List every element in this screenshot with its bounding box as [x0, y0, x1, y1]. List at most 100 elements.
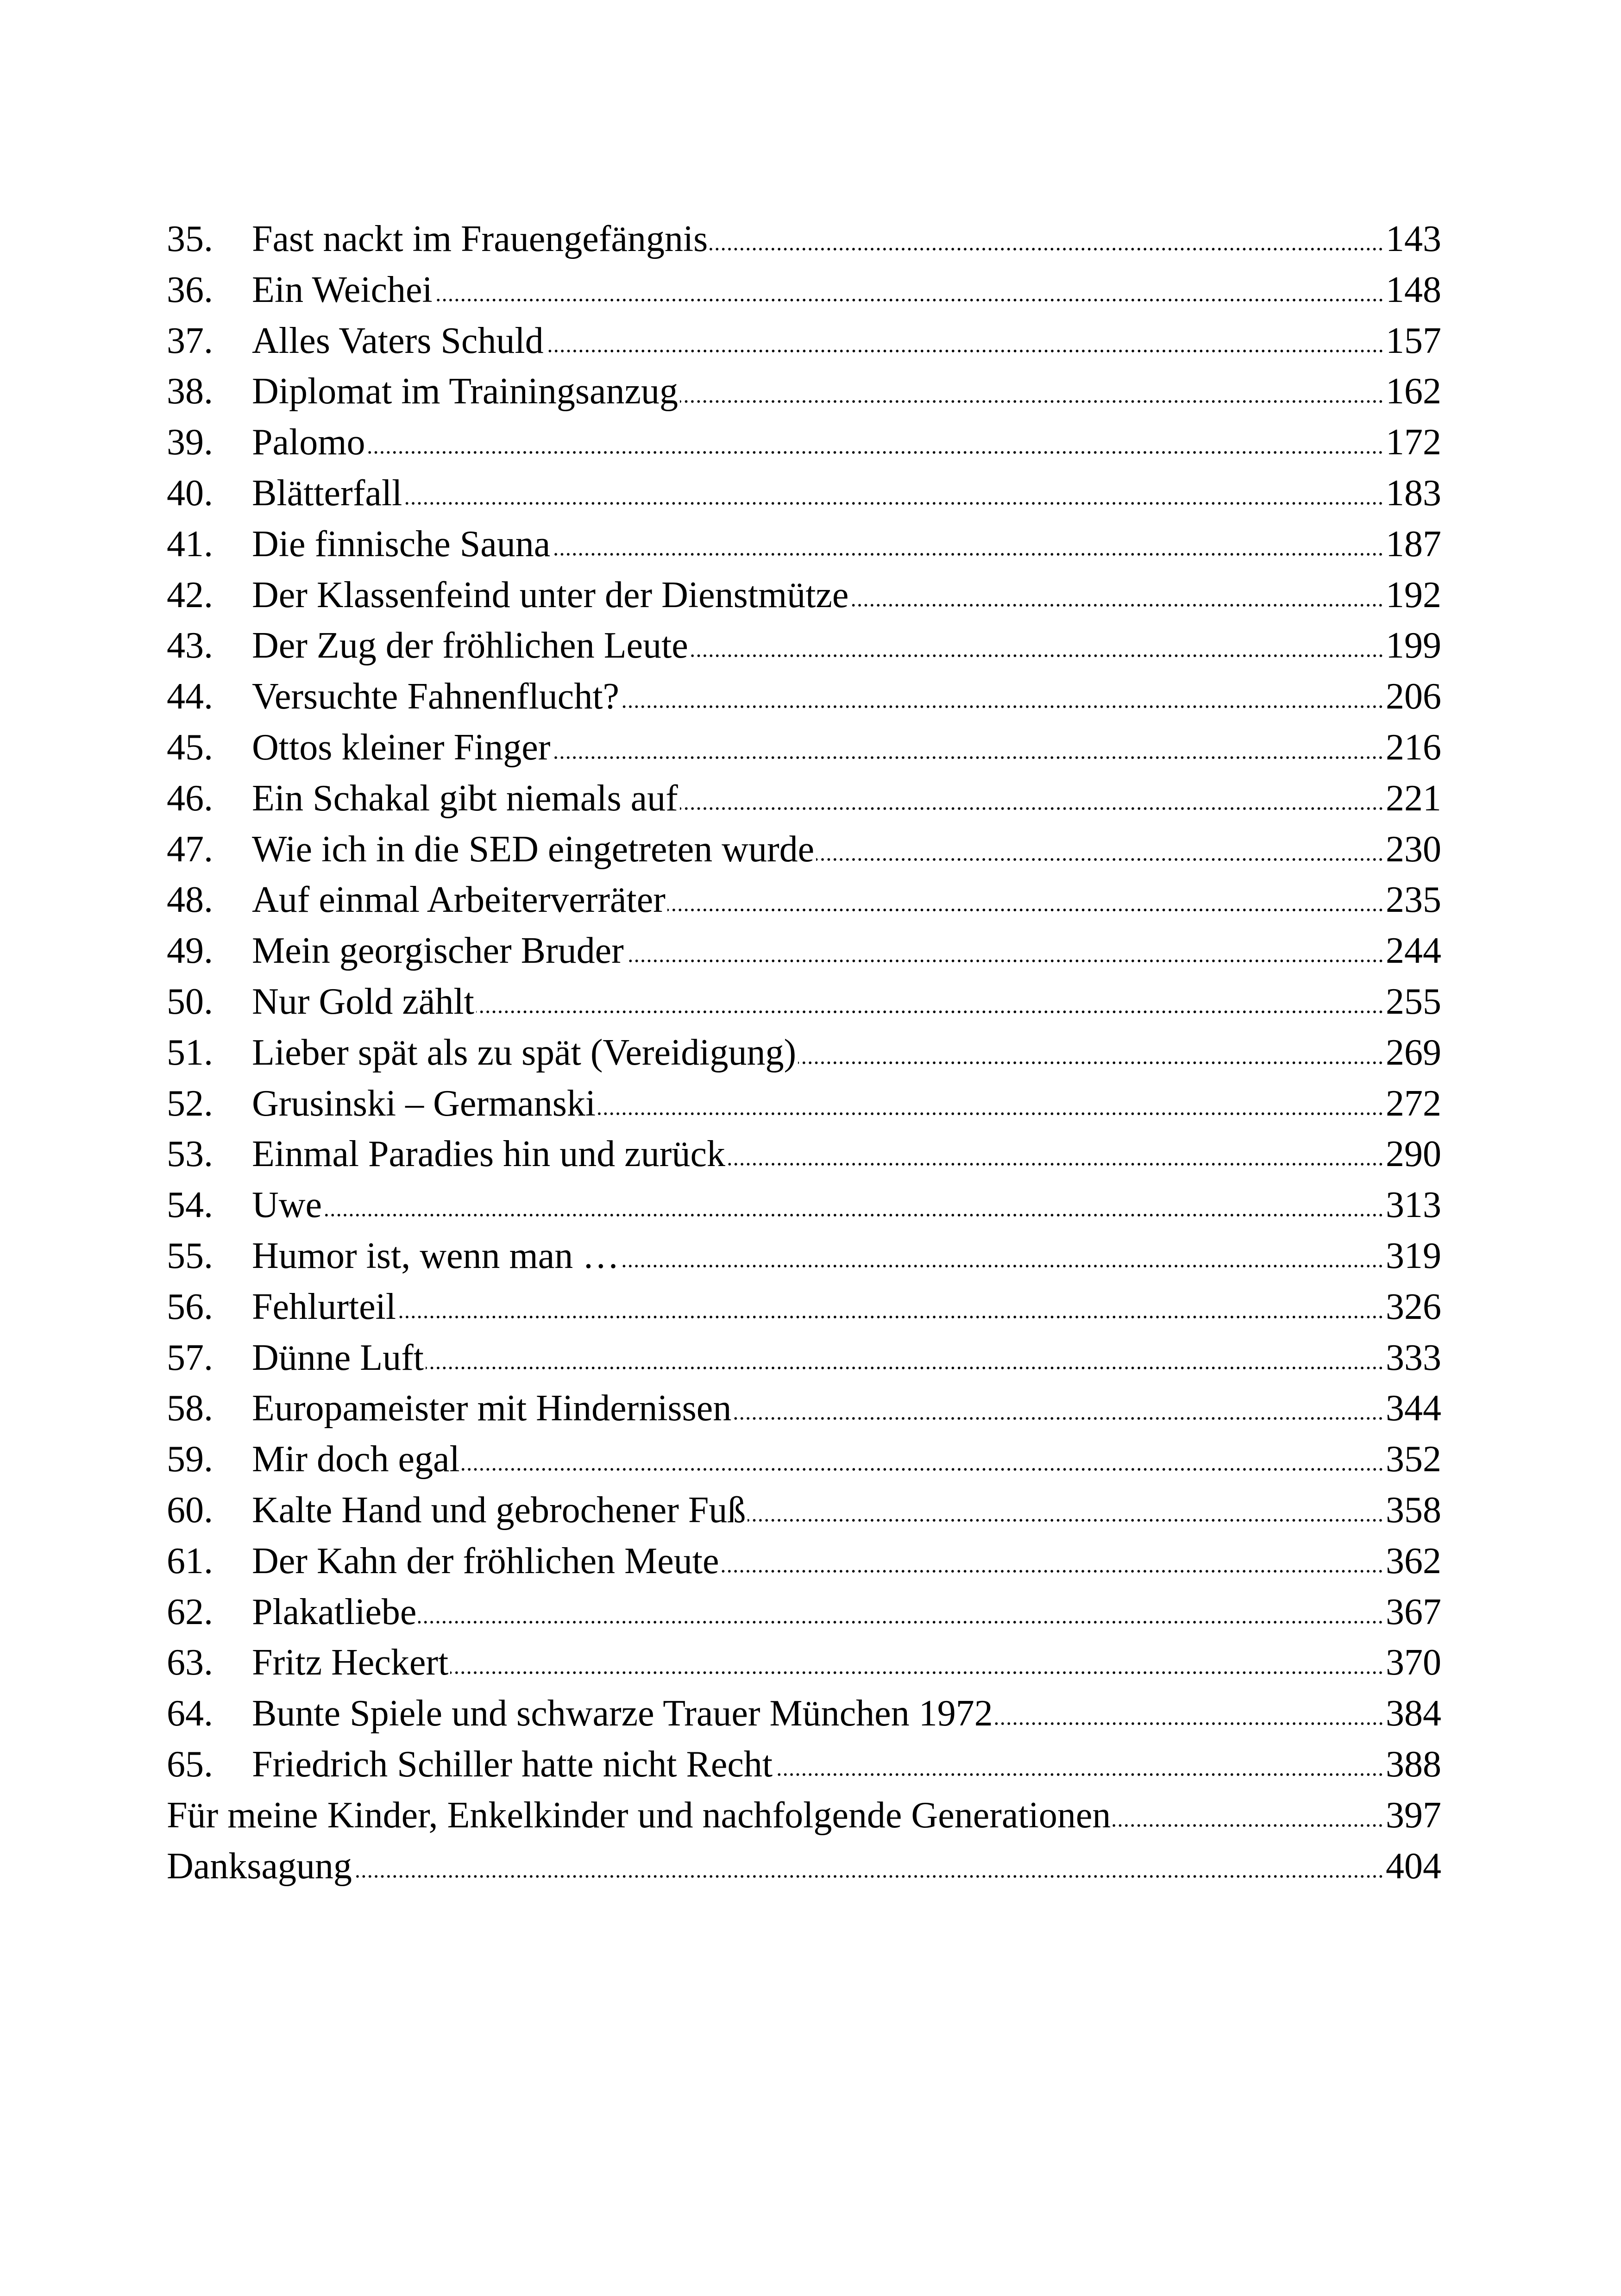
dot-leader	[621, 705, 1384, 709]
chapter-title: Plakatliebe	[252, 1591, 417, 1632]
toc-entry: 57. Dünne Luft 333	[167, 1333, 1441, 1384]
page-number: 255	[1386, 981, 1441, 1022]
chapter-title: Auf einmal Arbeiterverräter	[252, 879, 666, 921]
toc-entry: 54. Uwe 313	[167, 1180, 1441, 1231]
dot-leader	[476, 1010, 1384, 1014]
chapter-title: Ein Schakal gibt niemals auf	[252, 778, 678, 819]
toc-entry: Für meine Kinder, Enkelkinder und nachfo…	[167, 1790, 1441, 1841]
chapter-title: Bunte Spiele und schwarze Trauer München…	[252, 1693, 993, 1734]
chapter-number: 41.	[167, 523, 213, 565]
chapter-title: Ottos kleiner Finger	[252, 727, 551, 768]
page-number: 313	[1386, 1185, 1441, 1226]
chapter-number: 51.	[167, 1032, 213, 1073]
toc-entry: 58. Europameister mit Hindernissen 344	[167, 1383, 1441, 1434]
toc-entry: 52. Grusinski – Germanski 272	[167, 1079, 1441, 1129]
dot-leader	[994, 1722, 1384, 1726]
dot-leader	[461, 1468, 1384, 1472]
dot-leader	[324, 1213, 1384, 1217]
toc-entry: 46. Ein Schakal gibt niemals auf 221	[167, 773, 1441, 824]
toc-entry: 47. Wie ich in die SED eingetreten wurde 2…	[167, 824, 1441, 875]
toc-entry: 62. Plakatliebe 367	[167, 1587, 1441, 1638]
dot-leader	[850, 603, 1384, 607]
chapter-number: 45.	[167, 727, 213, 768]
dot-leader	[1112, 1823, 1384, 1827]
chapter-title: Grusinski – Germanski	[252, 1083, 596, 1124]
dot-leader	[710, 247, 1384, 251]
section-title: Für meine Kinder, Enkelkinder und nachfo…	[167, 1794, 1111, 1836]
chapter-title: Blätterfall	[252, 472, 402, 514]
page-number: 367	[1386, 1591, 1441, 1632]
dot-leader	[748, 1518, 1384, 1522]
chapter-number: 44.	[167, 676, 213, 717]
toc-entry: 43. Der Zug der fröhlichen Leute 199	[167, 621, 1441, 671]
chapter-title: Palomo	[252, 422, 365, 463]
chapter-title: Humor ist, wenn man …	[252, 1235, 620, 1276]
chapter-number: 53.	[167, 1134, 213, 1175]
chapter-title: Der Zug der fröhlichen Leute	[252, 625, 688, 666]
toc-entry: 44. Versuchte Fahnenflucht? 206	[167, 671, 1441, 722]
chapter-number: 38.	[167, 371, 213, 412]
chapter-title: Europameister mit Hindernissen	[252, 1388, 732, 1429]
chapter-number: 36.	[167, 269, 213, 310]
chapter-number: 57.	[167, 1337, 213, 1378]
chapter-number: 59.	[167, 1439, 213, 1480]
chapter-number: 54.	[167, 1185, 213, 1226]
chapter-title: Die finnische Sauna	[252, 523, 551, 565]
toc-entry: 59. Mir doch egal 352	[167, 1434, 1441, 1485]
page-number: 388	[1386, 1744, 1441, 1785]
toc-entry: 51. Lieber spät als zu spät (Vereidigung)…	[167, 1028, 1441, 1079]
dot-leader	[690, 654, 1384, 658]
toc-entry: 37. Alles Vaters Schuld 157	[167, 316, 1441, 367]
chapter-title: Alles Vaters Schuld	[252, 320, 544, 361]
page-number: 235	[1386, 879, 1441, 921]
chapter-number: 35.	[167, 219, 213, 259]
page-number: 344	[1386, 1388, 1441, 1429]
page-number: 143	[1386, 219, 1441, 259]
chapter-number: 39.	[167, 422, 213, 463]
chapter-number: 58.	[167, 1388, 213, 1429]
toc-entry: 39. Palomo 172	[167, 417, 1441, 468]
chapter-number: 50.	[167, 981, 213, 1022]
chapter-number: 62.	[167, 1591, 213, 1632]
page-number: 384	[1386, 1693, 1441, 1734]
chapter-number: 56.	[167, 1286, 213, 1327]
dot-leader	[367, 451, 1384, 455]
toc-entry: 42. Der Klassenfeind unter der Dienstmütz…	[167, 570, 1441, 621]
toc-entry: 55. Humor ist, wenn man … 319	[167, 1231, 1441, 1282]
page-number: 221	[1386, 778, 1441, 819]
toc-entry: 45. Ottos kleiner Finger 216	[167, 722, 1441, 773]
page-number: 319	[1386, 1235, 1441, 1276]
chapter-number: 63.	[167, 1642, 213, 1683]
dot-leader	[816, 857, 1384, 861]
page-number: 187	[1386, 523, 1441, 565]
toc-entry: 41. Die finnische Sauna 187	[167, 519, 1441, 570]
toc-entry: 61. Der Kahn der fröhlichen Meute 362	[167, 1536, 1441, 1587]
chapter-number: 37.	[167, 320, 213, 361]
page-number: 358	[1386, 1489, 1441, 1531]
toc-entry: 53. Einmal Paradies hin und zurück 290	[167, 1129, 1441, 1180]
chapter-title: Friedrich Schiller hatte nicht Recht	[252, 1744, 773, 1785]
dot-leader	[404, 501, 1384, 505]
chapter-number: 43.	[167, 625, 213, 666]
page-number: 172	[1386, 422, 1441, 463]
chapter-number: 52.	[167, 1083, 213, 1124]
chapter-title: Ein Weichei	[252, 269, 433, 310]
chapter-number: 49.	[167, 930, 213, 972]
dot-leader	[798, 1060, 1384, 1065]
chapter-number: 64.	[167, 1693, 213, 1734]
page-number: 404	[1386, 1845, 1441, 1887]
toc-entry: 35. Fast nackt im Frauengefängnis 143	[167, 214, 1441, 265]
dot-leader	[353, 1874, 1384, 1878]
chapter-number: 40.	[167, 472, 213, 514]
chapter-number: 46.	[167, 778, 213, 819]
page-number: 183	[1386, 472, 1441, 514]
page-number: 269	[1386, 1032, 1441, 1073]
page-number: 206	[1386, 676, 1441, 717]
chapter-title: Kalte Hand und gebrochener Fuß	[252, 1489, 746, 1531]
page-number: 333	[1386, 1337, 1441, 1378]
toc-entry: 48. Auf einmal Arbeiterverräter 235	[167, 875, 1441, 926]
chapter-title: Fritz Heckert	[252, 1642, 449, 1683]
dot-leader	[552, 755, 1384, 759]
dot-leader	[733, 1417, 1384, 1421]
dot-leader	[398, 1315, 1384, 1319]
